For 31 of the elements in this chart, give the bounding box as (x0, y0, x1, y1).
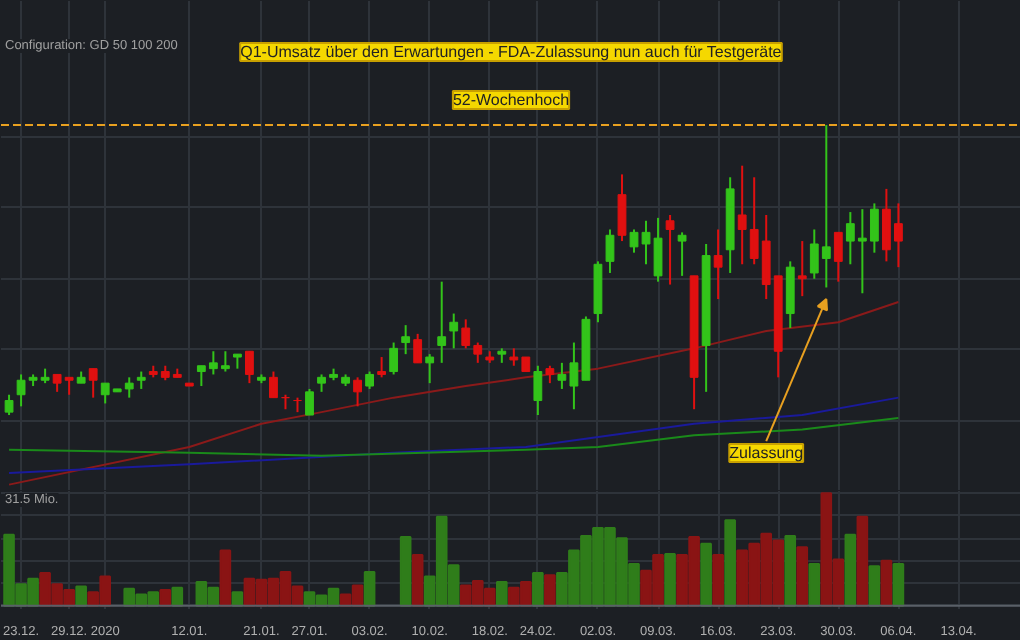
candlestick (605, 228, 615, 274)
bar (712, 554, 724, 607)
ref-line-label: 52-Wochenhoch (452, 91, 570, 110)
bar (399, 536, 412, 607)
bar (219, 549, 232, 607)
candlestick (593, 260, 603, 324)
bar (724, 519, 736, 607)
bar (844, 533, 857, 607)
bar (664, 552, 676, 607)
bar (808, 563, 821, 607)
bar (75, 585, 87, 607)
candlestick (184, 382, 194, 388)
bar (159, 588, 172, 607)
bar (868, 565, 881, 607)
bar (856, 515, 869, 607)
bar (363, 570, 376, 607)
bar (411, 554, 424, 607)
candlestick (4, 393, 14, 417)
candlestick (485, 350, 495, 364)
bar (796, 546, 809, 607)
candlestick (233, 353, 242, 370)
bar (700, 542, 712, 607)
text: Zulassung (729, 444, 804, 463)
bar (880, 559, 893, 607)
candlestick (617, 173, 627, 243)
bar (784, 534, 797, 607)
bar (892, 563, 905, 607)
bar (496, 581, 508, 607)
bar (532, 572, 544, 607)
chart-title: Q1-Umsatz über den Erwartungen - FDA-Zulassung nun auch für Testgeräte (240, 43, 783, 61)
bar (544, 574, 556, 607)
